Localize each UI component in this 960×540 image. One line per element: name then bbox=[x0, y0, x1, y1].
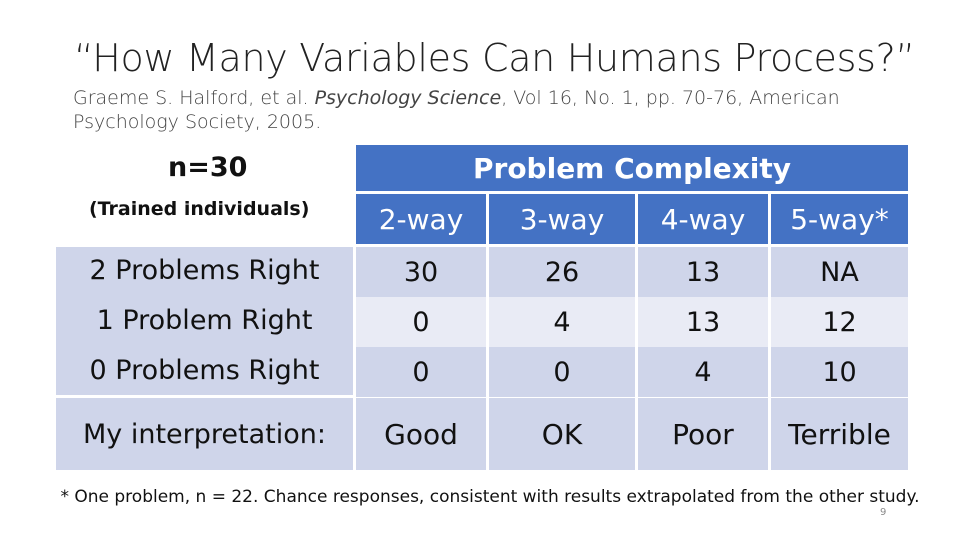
interpretation-2way: Good bbox=[356, 398, 486, 470]
footnote: * One problem, n = 22. Chance responses,… bbox=[60, 487, 920, 507]
table-cell: NA bbox=[771, 247, 908, 297]
page-number: 9 bbox=[880, 507, 887, 518]
slide-title: “How Many Variables Can Humans Process?” bbox=[74, 36, 915, 80]
table-cell: 13 bbox=[638, 247, 768, 297]
problem-complexity-header: Problem Complexity bbox=[356, 145, 908, 191]
sample-note: (Trained individuals) bbox=[89, 198, 310, 220]
interpretation-4way: Poor bbox=[638, 398, 768, 470]
row-label-1-right: 1 Problem Right bbox=[96, 305, 313, 336]
column-header-4way: 4-way bbox=[638, 194, 768, 244]
table-cell: 13 bbox=[638, 297, 768, 347]
table-cell: 0 bbox=[489, 347, 635, 397]
column-header-5way: 5-way* bbox=[771, 194, 908, 244]
table-cell: 30 bbox=[356, 247, 486, 297]
table-cell: 0 bbox=[356, 297, 486, 347]
table-cell: 4 bbox=[638, 347, 768, 397]
interpretation-3way: OK bbox=[489, 398, 635, 470]
table-cell: 4 bbox=[489, 297, 635, 347]
interpretation-5way: Terrible bbox=[771, 398, 908, 470]
citation-journal: Psychology Science bbox=[314, 87, 502, 109]
row-labels: 2 Problems Right 1 Problem Right 0 Probl… bbox=[56, 247, 353, 395]
interpretation-label: My interpretation: bbox=[56, 398, 353, 470]
citation-authors: Graeme S. Halford, et al. bbox=[73, 87, 315, 109]
citation: Graeme S. Halford, et al. Psychology Sci… bbox=[73, 86, 853, 134]
row-label-2-right: 2 Problems Right bbox=[89, 255, 320, 286]
row-label-0-right: 0 Problems Right bbox=[89, 355, 320, 386]
column-header-2way: 2-way bbox=[356, 194, 486, 244]
table-cell: 12 bbox=[771, 297, 908, 347]
table-cell: 0 bbox=[356, 347, 486, 397]
sample-size: n=30 bbox=[168, 152, 248, 183]
table-cell: 10 bbox=[771, 347, 908, 397]
citation-details: , Vol 16, No. 1, pp. 70-76, American Psy… bbox=[73, 87, 840, 133]
column-header-3way: 3-way bbox=[489, 194, 635, 244]
table-cell: 26 bbox=[489, 247, 635, 297]
